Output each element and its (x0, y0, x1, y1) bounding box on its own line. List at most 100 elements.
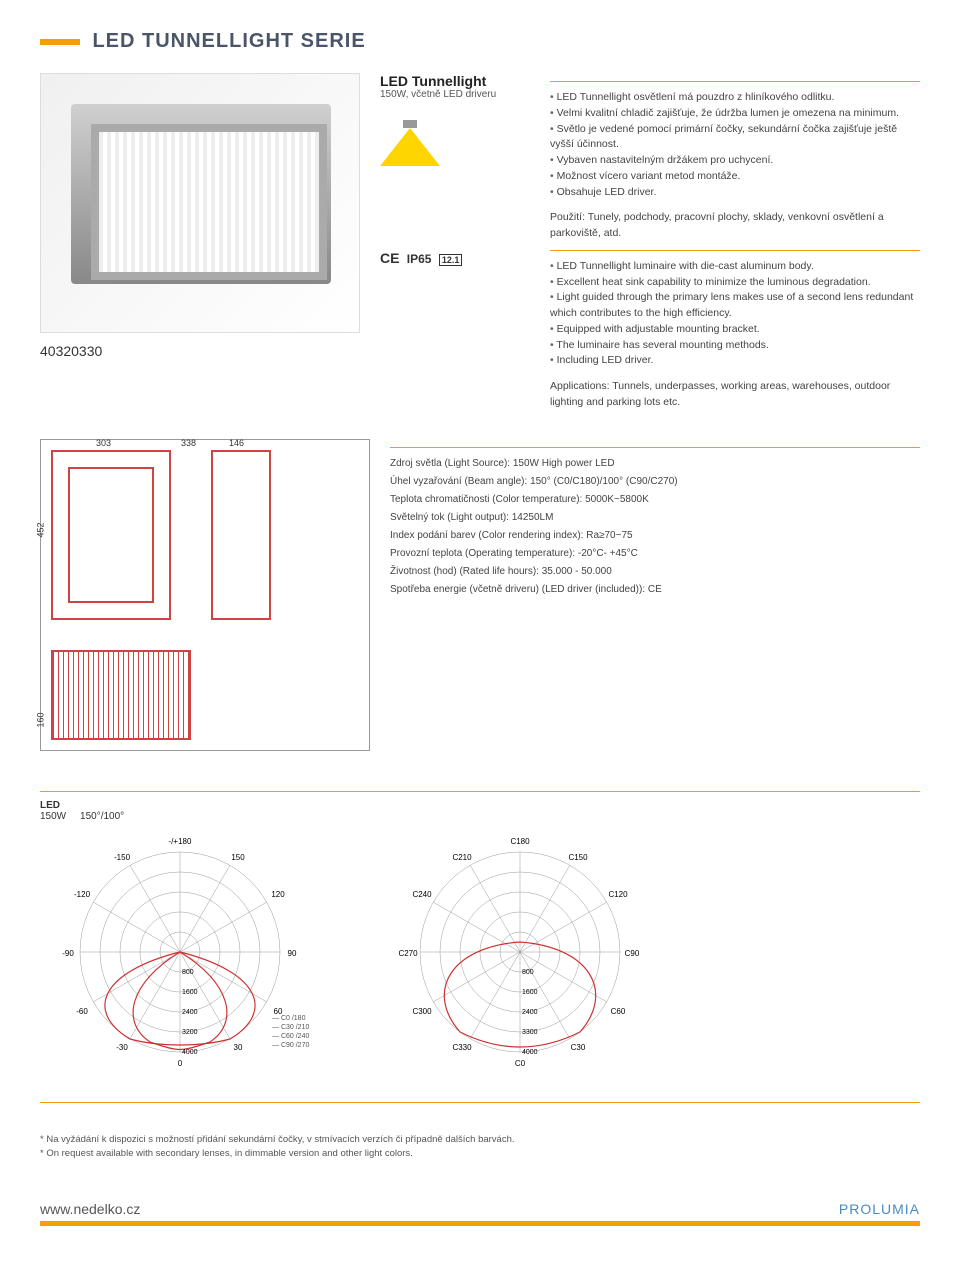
svg-text:2400: 2400 (182, 1009, 198, 1016)
spec-line: Teplota chromatičnosti (Color temperatur… (390, 492, 920, 508)
divider-line (550, 81, 920, 82)
svg-text:C330: C330 (452, 1043, 472, 1052)
feature-item: Light guided through the primary lens ma… (550, 290, 920, 322)
svg-text:3200: 3200 (182, 1029, 198, 1036)
spec-line: Index podání barev (Color rendering inde… (390, 528, 920, 544)
use-text-en: Applications: Tunnels, underpasses, work… (550, 379, 920, 411)
footer-url: www.nedelko.cz (40, 1201, 140, 1217)
divider-line (390, 447, 920, 448)
svg-text:1600: 1600 (522, 989, 538, 996)
footnote-block: * Na vyžádání k dispozici s možností při… (40, 1133, 920, 1162)
spec-line: Úhel vyzařování (Beam angle): 150° (C0/C… (390, 474, 920, 490)
divider-line (550, 250, 920, 251)
page-footer: www.nedelko.cz PROLUMIA (40, 1201, 920, 1217)
dim-label: 303 (96, 438, 111, 448)
accent-bar (40, 39, 80, 45)
feature-item: Equipped with adjustable mounting bracke… (550, 322, 920, 338)
feature-item: Including LED driver. (550, 353, 920, 369)
spec-line: Životnost (hod) (Rated life hours): 35.0… (390, 564, 920, 580)
svg-text:— C60 /240: — C60 /240 (272, 1033, 309, 1040)
svg-text:C30: C30 (571, 1043, 586, 1052)
svg-text:4000: 4000 (182, 1049, 198, 1056)
svg-text:120: 120 (271, 890, 285, 899)
accent-bar-bottom (40, 1221, 920, 1226)
spec-line: Provozní teplota (Operating temperature)… (390, 546, 920, 562)
front-view (51, 450, 171, 620)
divider-line (40, 791, 920, 792)
svg-text:— C30 /210: — C30 /210 (272, 1024, 309, 1031)
angle-label: -/+180 (169, 837, 192, 846)
ip-rating: IP65 (407, 252, 432, 266)
dim-label: 160 (36, 712, 46, 727)
feature-item: The luminaire has several mounting metho… (550, 338, 920, 354)
svg-text:C300: C300 (412, 1007, 432, 1016)
divider-line (40, 1102, 920, 1103)
feature-item: Excellent heat sink capability to minimi… (550, 275, 920, 291)
feature-item: Světlo je vedené pomocí primární čočky, … (550, 122, 920, 154)
product-name: LED Tunnellight (380, 73, 530, 89)
beam-angle-icon (380, 120, 440, 170)
features-list-cs: LED Tunnellight osvětlení má pouzdro z h… (550, 90, 920, 200)
svg-text:800: 800 (522, 969, 534, 976)
svg-text:3300: 3300 (522, 1029, 538, 1036)
use-text-cs: Použití: Tunely, podchody, pracovní ploc… (550, 210, 920, 242)
feature-item: Možnost vícero variant metod montáže. (550, 169, 920, 185)
dim-label: 146 (229, 438, 244, 448)
spec-list: Zdroj světla (Light Source): 150W High p… (390, 439, 920, 751)
svg-text:-30: -30 (116, 1043, 128, 1052)
polar-led: LED (40, 800, 60, 811)
dim-label: 338 (181, 438, 196, 448)
svg-text:C240: C240 (412, 890, 432, 899)
svg-text:C180: C180 (510, 837, 530, 846)
svg-text:C210: C210 (452, 853, 472, 862)
svg-text:C90: C90 (625, 949, 640, 958)
polar-chart-right: C180 C210 C150 C240 C120 C270 C90 C300 C… (380, 832, 660, 1072)
svg-text:0: 0 (178, 1059, 183, 1068)
features-list-en: LED Tunnellight luminaire with die-cast … (550, 259, 920, 369)
svg-text:30: 30 (234, 1043, 243, 1052)
feature-item: LED Tunnellight luminaire with die-cast … (550, 259, 920, 275)
dim-label: 452 (36, 522, 46, 537)
heatsink-view (51, 650, 191, 740)
feature-item: Obsahuje LED driver. (550, 185, 920, 201)
svg-text:1600: 1600 (182, 989, 198, 996)
feature-item: Velmi kvalitní chladič zajišťuje, že údr… (550, 106, 920, 122)
svg-text:90: 90 (288, 949, 297, 958)
svg-text:-120: -120 (74, 890, 91, 899)
svg-text:-150: -150 (114, 853, 131, 862)
footnote-line: * Na vyžádání k dispozici s možností při… (40, 1133, 920, 1147)
svg-text:— C90 /270: — C90 /270 (272, 1042, 309, 1049)
feature-item: LED Tunnellight osvětlení má pouzdro z h… (550, 90, 920, 106)
footnote-line: * On request available with secondary le… (40, 1147, 920, 1161)
ratings-row: CE IP65 12.1 (380, 250, 530, 266)
svg-text:C150: C150 (568, 853, 588, 862)
product-subtitle: 150W, včetně LED driveru (380, 89, 530, 100)
page-title: LED TUNNELLIGHT SERIE (92, 30, 365, 53)
footer-brand: PROLUMIA (839, 1201, 920, 1217)
polar-header: LED 150W 150°/100° (40, 800, 920, 822)
ik-rating: 12.1 (439, 254, 463, 266)
spec-line: Světelný tok (Light output): 14250LM (390, 510, 920, 526)
product-image (40, 73, 360, 333)
dimension-diagram: 338 303 452 146 80 160 (40, 439, 370, 751)
svg-text:150: 150 (231, 853, 245, 862)
side-view (211, 450, 271, 620)
svg-text:-90: -90 (62, 949, 74, 958)
svg-text:C120: C120 (608, 890, 628, 899)
polar-chart-left: -/+180 -150 150 -120 120 -90 90 -60 60 -… (40, 832, 320, 1072)
polar-angle: 150°/100° (80, 811, 124, 822)
page-header: LED TUNNELLIGHT SERIE (40, 30, 920, 53)
svg-text:C60: C60 (611, 1007, 626, 1016)
svg-text:C0: C0 (515, 1059, 526, 1068)
ce-mark: CE (380, 250, 399, 266)
svg-text:C270: C270 (398, 949, 418, 958)
spec-line: Spotřeba energie (včetně driveru) (LED d… (390, 582, 920, 598)
svg-text:800: 800 (182, 969, 194, 976)
polar-power: 150W (40, 811, 66, 822)
svg-text:4000: 4000 (522, 1049, 538, 1056)
svg-text:— C0 /180: — C0 /180 (272, 1015, 306, 1022)
spec-line: Zdroj světla (Light Source): 150W High p… (390, 456, 920, 472)
svg-text:-60: -60 (76, 1007, 88, 1016)
sku-code: 40320330 (40, 343, 360, 359)
feature-item: Vybaven nastavitelným držákem pro uchyce… (550, 153, 920, 169)
